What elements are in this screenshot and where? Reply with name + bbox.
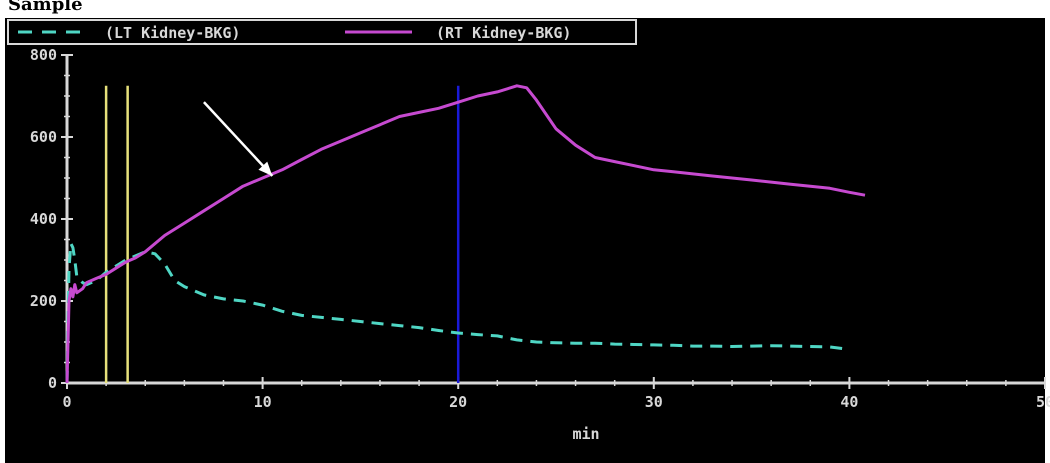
y-tick-label-600: 600 [30, 128, 57, 146]
x-tick-label-10: 10 [254, 393, 272, 411]
plot-area: 0 200 400 600 800 0 10 20 30 40 50 min [30, 46, 1050, 443]
legend-label-rt-kidney: (RT Kidney-BKG) [436, 24, 571, 42]
y-tick-label-800: 800 [30, 46, 57, 64]
legend-box [7, 19, 637, 45]
x-axis-label: min [572, 425, 599, 443]
arrow-head-0 [258, 161, 273, 176]
y-tick-label-0: 0 [48, 374, 57, 392]
partial-header-text: Sample [8, 0, 83, 15]
x-tick-label-50: 50 [1036, 393, 1050, 411]
x-tick-label-20: 20 [449, 393, 467, 411]
chart-panel [5, 18, 1045, 463]
x-tick-label-40: 40 [840, 393, 858, 411]
arrow-annotation-0 [203, 101, 274, 177]
y-tick-label-400: 400 [30, 210, 57, 228]
x-tick-label-0: 0 [62, 393, 71, 411]
legend-label-lt-kidney: (LT Kidney-BKG) [105, 24, 240, 42]
series-line-rt-kidney [65, 84, 866, 384]
y-tick-label-200: 200 [30, 292, 57, 310]
x-tick-label-30: 30 [645, 393, 663, 411]
